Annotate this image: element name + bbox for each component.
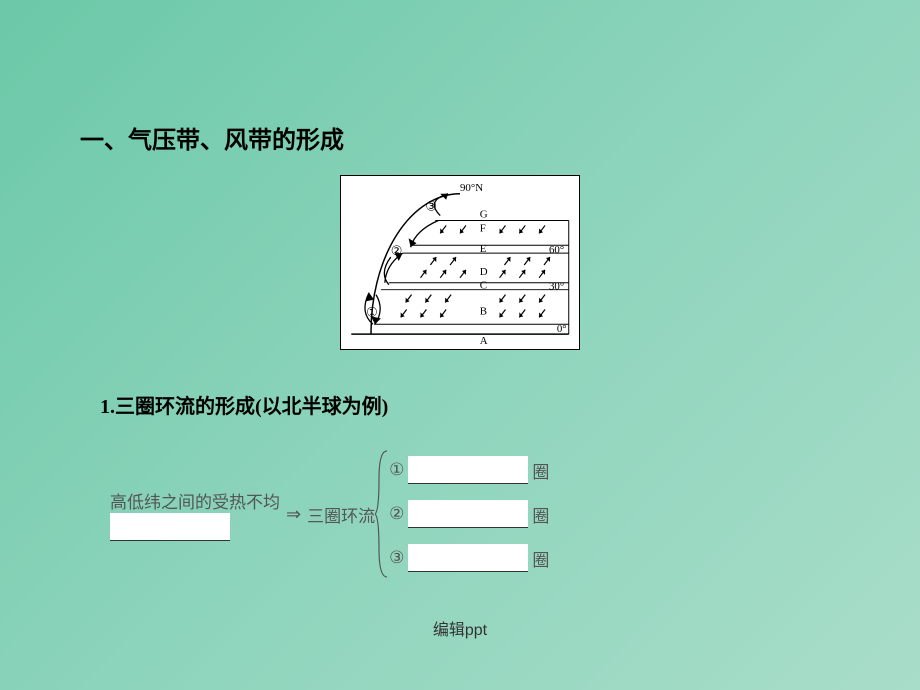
lat-60: 60° [549,244,564,256]
arrow-row-1 [440,225,545,233]
letter-G: G [480,209,488,221]
slide-content: 一、气压带、风带的形成 90°N G F E D C B A [0,0,920,579]
arrow-row-3 [401,295,545,318]
structure-right: ① 圈 ② 圈 ③ 圈 [389,456,549,572]
letter-F: F [480,222,486,234]
row2-blank [408,500,528,528]
row3-tail: 圈 [532,546,549,571]
row2-tail: 圈 [532,502,549,527]
row3-blank [408,544,528,572]
footer-text: 编辑ppt [0,616,920,640]
mid-label: 三圈环流 [307,502,375,527]
blank-left [110,513,230,541]
row1-blank [408,456,528,484]
lat-30: 30° [549,281,564,293]
section-heading: 一、气压带、风带的形成 [80,120,840,155]
implies-arrow: ⇒ [286,504,301,525]
row-2: ② 圈 [389,500,549,528]
left-line1: 高低纬之间的受热不均 [110,488,280,513]
letter-E: E [480,243,487,255]
row1-num: ① [389,460,404,480]
row2-num: ② [389,504,404,524]
lat-0: 0° [557,323,567,335]
row1-tail: 圈 [532,458,549,483]
left-brace-icon [375,449,389,579]
row-3: ③ 圈 [389,544,549,572]
lat-90n: 90°N [460,182,483,194]
row-1: ① 圈 [389,456,549,484]
letter-B: B [480,305,487,317]
letter-D: D [480,266,488,278]
structure-diagram: 高低纬之间的受热不均 ⇒ 三圈环流 ① 圈 ② 圈 ③ 圈 [110,449,840,579]
sub-heading: 1.三圈环流的形成(以北半球为例) [100,390,840,419]
row3-num: ③ [389,548,404,568]
circulation-diagram: 90°N G F E D C B A 60° 30° 0° ③ ② ① [340,175,580,350]
letter-A: A [480,335,488,347]
diagram-svg: 90°N G F E D C B A 60° 30° 0° ③ ② ① [341,176,579,349]
structure-left: 高低纬之间的受热不均 [110,488,280,541]
letter-C: C [480,280,487,292]
